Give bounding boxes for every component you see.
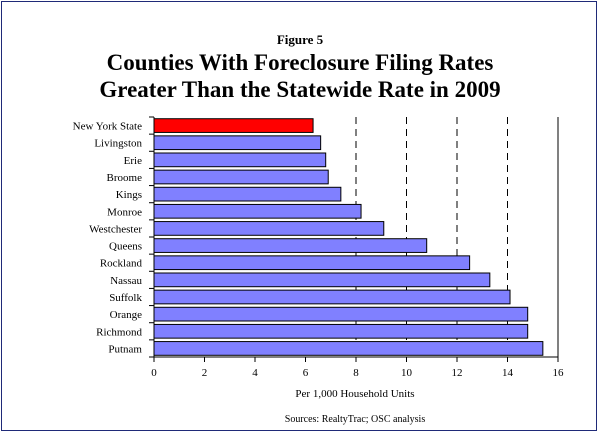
category-label: Rockland bbox=[100, 258, 143, 270]
bar bbox=[153, 135, 322, 151]
bar bbox=[153, 186, 342, 202]
x-tick-label: 10 bbox=[401, 367, 413, 379]
category-label: New York State bbox=[73, 121, 142, 133]
x-tick-label: 16 bbox=[553, 367, 565, 379]
chart-title-line2: Greater Than the Statewide Rate in 2009 bbox=[99, 77, 500, 102]
category-label: Monroe bbox=[107, 206, 142, 218]
x-tick-label: 12 bbox=[452, 367, 463, 379]
chart-title-line1: Counties With Foreclosure Filing Rates bbox=[107, 50, 494, 75]
x-tick-label: 14 bbox=[502, 367, 514, 379]
category-label: Richmond bbox=[96, 326, 142, 338]
category-label: Livingston bbox=[94, 138, 142, 150]
bar bbox=[153, 118, 314, 133]
x-tick-label: 0 bbox=[151, 367, 157, 379]
category-label: Orange bbox=[110, 309, 142, 321]
bar bbox=[153, 169, 329, 185]
bar bbox=[153, 203, 362, 219]
x-tick-label: 4 bbox=[252, 367, 258, 379]
bar bbox=[153, 238, 428, 253]
category-label: Westchester bbox=[89, 223, 142, 235]
bar bbox=[153, 272, 491, 288]
chart-frame: Figure 5 Counties With Foreclosure Filin… bbox=[1, 1, 597, 431]
category-label: Broome bbox=[107, 172, 143, 184]
x-tick-label: 8 bbox=[353, 367, 359, 379]
category-label: Suffolk bbox=[109, 292, 142, 304]
category-label: Putnam bbox=[108, 343, 142, 355]
x-axis-label: Per 1,000 Household Units bbox=[295, 388, 414, 400]
category-label: Kings bbox=[116, 189, 142, 201]
bar bbox=[153, 255, 471, 271]
bar bbox=[153, 289, 511, 305]
bar bbox=[153, 221, 385, 236]
x-tick-label: 6 bbox=[303, 367, 309, 379]
category-label: Nassau bbox=[110, 275, 142, 287]
x-tick-label: 2 bbox=[202, 367, 208, 379]
figure-label: Figure 5 bbox=[277, 32, 324, 47]
category-label: Erie bbox=[124, 155, 142, 167]
category-label: Queens bbox=[109, 241, 142, 253]
bar bbox=[153, 341, 544, 356]
bar bbox=[153, 323, 529, 339]
plot-area: New York State Livingston Erie Broome Kings M… bbox=[73, 116, 565, 379]
bar bbox=[153, 152, 327, 168]
bar bbox=[153, 306, 529, 322]
source-note: Sources: RealtyTrac; OSC analysis bbox=[285, 414, 426, 425]
chart-svg: Figure 5 Counties With Foreclosure Filin… bbox=[73, 32, 565, 425]
